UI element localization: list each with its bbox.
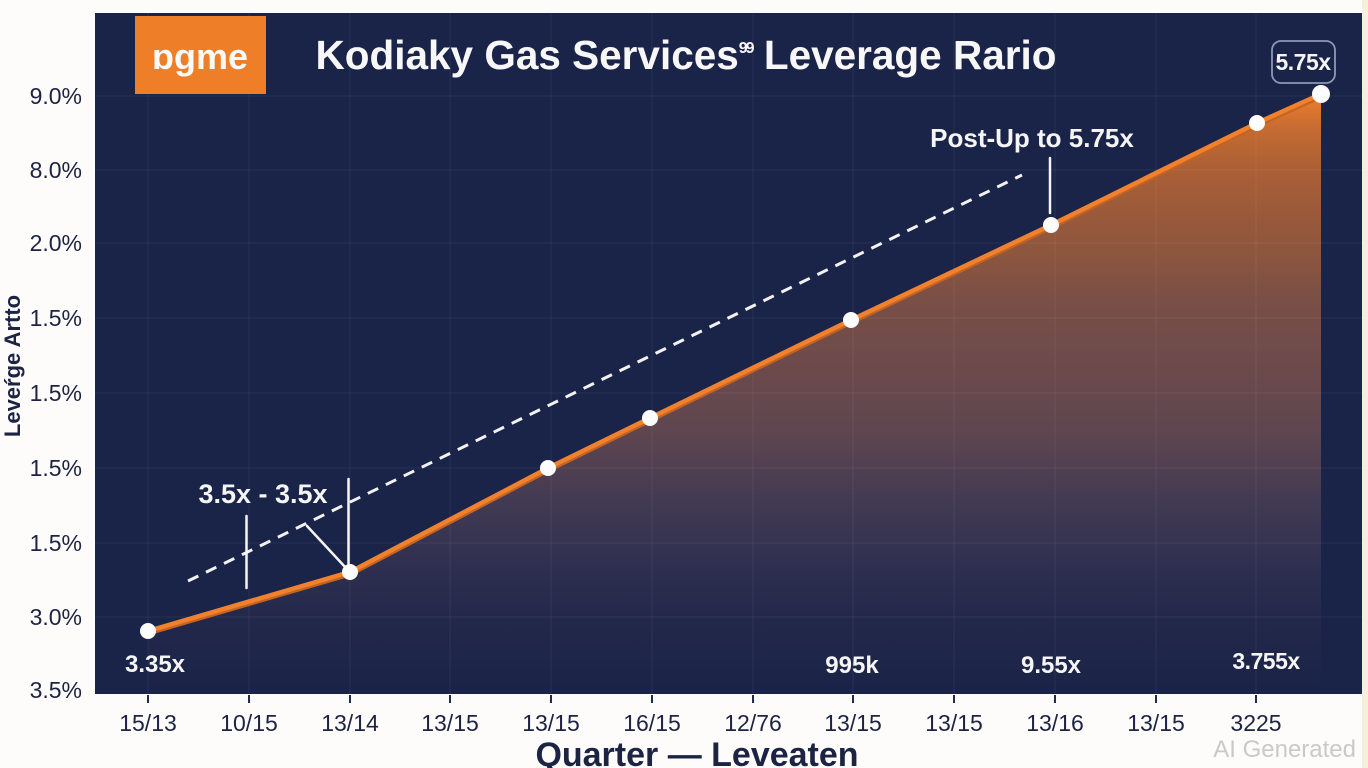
svg-text:3.35x: 3.35x [125,651,186,678]
svg-text:1.5%: 1.5% [30,305,82,331]
svg-text:Quarter — Leveaten: Quarter — Leveaten [535,736,858,768]
svg-text:Kodiaky Gas Services99 Leverag: Kodiaky Gas Services99 Leverage Rario [316,32,1057,78]
svg-text:13/14: 13/14 [321,710,379,736]
svg-text:8.0%: 8.0% [30,157,82,183]
svg-text:13/16: 13/16 [1026,710,1084,736]
svg-text:995k: 995k [825,652,879,679]
svg-text:10/15: 10/15 [220,710,278,736]
svg-text:13/15: 13/15 [421,710,479,736]
svg-text:9.0%: 9.0% [30,83,82,109]
svg-text:3.5%: 3.5% [30,677,82,703]
svg-text:3225: 3225 [1230,710,1281,736]
svg-text:ɒgme: ɒgme [152,36,248,77]
svg-text:13/15: 13/15 [1127,710,1185,736]
svg-text:1.5%: 1.5% [30,380,82,406]
svg-text:12/76: 12/76 [724,710,782,736]
svg-text:Post-Up to 5.75x: Post-Up to 5.75x [930,123,1134,153]
svg-text:15/13: 15/13 [119,710,177,736]
svg-text:16/15: 16/15 [623,710,681,736]
svg-text:13/15: 13/15 [824,710,882,736]
svg-text:13/15: 13/15 [925,710,983,736]
svg-text:5.75x: 5.75x [1275,49,1331,75]
svg-text:1.5%: 1.5% [30,455,82,481]
svg-text:9.55x: 9.55x [1021,652,1082,679]
svg-text:1.5%: 1.5% [30,530,82,556]
svg-text:2.0%: 2.0% [30,230,82,256]
svg-text:3.5x - 3.5x: 3.5x - 3.5x [198,479,327,509]
svg-text:3.755x: 3.755x [1232,648,1300,674]
svg-text:AI Generated: AI Generated [1213,736,1356,763]
svg-text:3.0%: 3.0% [30,604,82,630]
svg-text:Leveŕge Artto: Leveŕge Artto [0,295,25,437]
svg-text:13/15: 13/15 [522,710,580,736]
